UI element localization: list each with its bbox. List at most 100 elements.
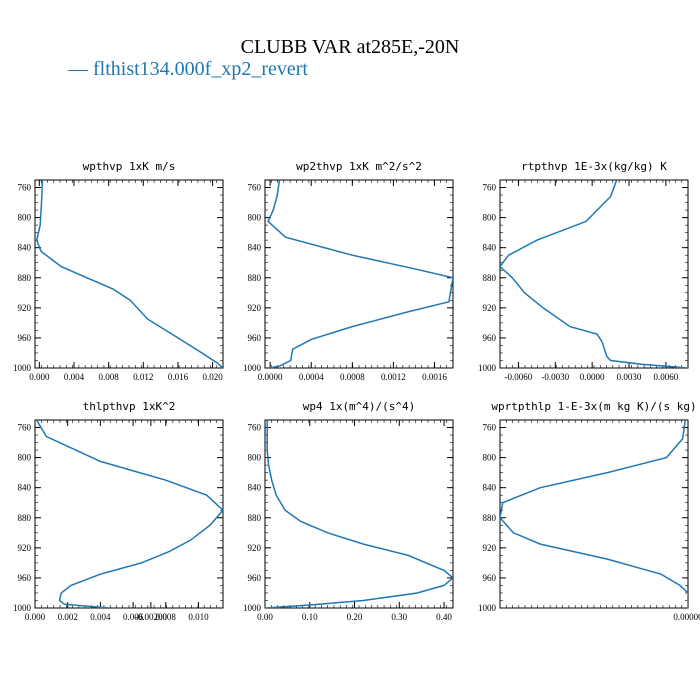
y-tick-label: 1000 bbox=[478, 363, 497, 373]
y-tick-label: 840 bbox=[248, 243, 262, 253]
x-tick-label: 0.000 bbox=[29, 372, 50, 382]
y-tick-label: 800 bbox=[18, 453, 32, 463]
y-tick-label: 880 bbox=[248, 513, 262, 523]
y-tick-label: 880 bbox=[18, 513, 32, 523]
subplot-4: thlpthvp 1xK^276080084088092096010000.00… bbox=[13, 400, 224, 622]
y-tick-label: 800 bbox=[248, 213, 262, 223]
plot-frame bbox=[264, 419, 454, 609]
subplot-1: wpthvp 1xK m/s76080084088092096010000.00… bbox=[13, 160, 224, 382]
x-tick-label: 0.006 bbox=[123, 612, 144, 622]
y-tick-label: 1000 bbox=[13, 363, 32, 373]
subplot-title: rtpthvp 1E-3x(kg/kg) K bbox=[521, 160, 667, 173]
y-tick-label: 920 bbox=[18, 303, 32, 313]
y-tick-label: 760 bbox=[18, 423, 32, 433]
y-tick-label: 1000 bbox=[243, 603, 262, 613]
y-tick-label: 880 bbox=[248, 273, 262, 283]
subplot-title: wprtpthlp 1-E-3x(m kg K)/(s kg) bbox=[491, 400, 696, 413]
legend-label: flthist134.000f_xp2_revert bbox=[93, 58, 308, 80]
x-tick-label: 0.0016 bbox=[422, 372, 447, 382]
series-line bbox=[35, 180, 223, 368]
y-tick-label: 960 bbox=[248, 333, 262, 343]
x-tick-label: 0.40 bbox=[436, 612, 452, 622]
subplot-title: wp4 1x(m^4)/(s^4) bbox=[303, 400, 416, 413]
plot-frame bbox=[499, 419, 689, 609]
x-tick-label: 0.00 bbox=[257, 612, 273, 622]
x-tick-label: 0.008 bbox=[156, 612, 177, 622]
subplot-5: wp4 1x(m^4)/(s^4)76080084088092096010000… bbox=[243, 400, 454, 622]
series-line bbox=[500, 180, 688, 368]
series-line bbox=[35, 420, 223, 608]
y-tick-label: 960 bbox=[18, 333, 32, 343]
y-tick-label: 760 bbox=[248, 423, 262, 433]
y-tick-label: 960 bbox=[483, 333, 497, 343]
x-tick-label: 0.0000 bbox=[580, 372, 605, 382]
y-tick-label: 920 bbox=[248, 543, 262, 553]
y-tick-label: 920 bbox=[483, 543, 497, 553]
series-line bbox=[267, 180, 453, 368]
series-line bbox=[500, 420, 688, 608]
subplot-title: wp2thvp 1xK m^2/s^2 bbox=[296, 160, 422, 173]
y-tick-label: 960 bbox=[248, 573, 262, 583]
plot-frame bbox=[34, 179, 224, 369]
y-tick-label: 840 bbox=[483, 483, 497, 493]
y-tick-label: 1000 bbox=[243, 363, 262, 373]
x-tick-label: 0.0008 bbox=[340, 372, 365, 382]
y-tick-label: 880 bbox=[483, 513, 497, 523]
subplot-title: wpthvp 1xK m/s bbox=[83, 160, 176, 173]
subplot-title: thlpthvp 1xK^2 bbox=[83, 400, 176, 413]
x-tick-label: 0.008 bbox=[99, 372, 120, 382]
x-tick-label: 0.012 bbox=[133, 372, 153, 382]
series-line bbox=[265, 420, 453, 608]
y-tick-label: 920 bbox=[483, 303, 497, 313]
x-tick-label: 0.020 bbox=[202, 372, 223, 382]
x-tick-label: 0.0000 bbox=[258, 372, 283, 382]
y-tick-label: 840 bbox=[483, 243, 497, 253]
x-tick-label: 0.0012 bbox=[381, 372, 406, 382]
plot-frame bbox=[499, 179, 689, 369]
y-tick-label: 1000 bbox=[478, 603, 497, 613]
y-tick-label: 920 bbox=[248, 303, 262, 313]
plot-frame bbox=[264, 179, 454, 369]
legend: — flthist134.000f_xp2_revert bbox=[68, 58, 308, 81]
x-tick-label: 0.004 bbox=[90, 612, 111, 622]
x-tick-label: 0.30 bbox=[391, 612, 407, 622]
y-tick-label: 840 bbox=[18, 243, 32, 253]
y-tick-label: 760 bbox=[483, 423, 497, 433]
figure-title: CLUBB VAR at285E,-20N bbox=[240, 36, 460, 58]
x-tick-label: 0.00000 bbox=[673, 612, 700, 622]
x-tick-label: 0.0030 bbox=[617, 372, 642, 382]
x-tick-label: 0.20 bbox=[347, 612, 363, 622]
y-tick-label: 800 bbox=[248, 453, 262, 463]
x-tick-label: 0.10 bbox=[302, 612, 318, 622]
y-tick-label: 800 bbox=[18, 213, 32, 223]
x-tick-label: 0.0004 bbox=[299, 372, 324, 382]
x-tick-label: 0.002 bbox=[58, 612, 78, 622]
y-tick-label: 840 bbox=[248, 483, 262, 493]
y-tick-label: 760 bbox=[248, 183, 262, 193]
y-tick-label: 760 bbox=[18, 183, 32, 193]
y-tick-label: 800 bbox=[483, 453, 497, 463]
x-tick-label: 0.004 bbox=[64, 372, 85, 382]
x-tick-label: -0.0030 bbox=[541, 372, 569, 382]
x-tick-label: -0.0060 bbox=[505, 372, 533, 382]
subplot-3: rtpthvp 1E-3x(kg/kg) K 760 800 840 880 920 960… bbox=[478, 160, 689, 382]
y-tick-label: 840 bbox=[18, 483, 32, 493]
y-tick-label: 960 bbox=[18, 573, 32, 583]
x-tick-label: -0.00200 bbox=[135, 612, 168, 622]
y-tick-label: 880 bbox=[483, 273, 497, 283]
y-tick-label: 800 bbox=[483, 213, 497, 223]
y-tick-label: 1000 bbox=[13, 603, 32, 613]
y-tick-label: 880 bbox=[18, 273, 32, 283]
x-tick-label: 0.016 bbox=[168, 372, 189, 382]
subplot-6: wprtpthlp 1-E-3x(m kg K)/(s kg) 760 800 840… bbox=[135, 400, 700, 622]
subplot-2: wp2thvp 1xK m^2/s^2 760 800 840 880 920 960 100… bbox=[243, 160, 454, 382]
y-tick-label: 760 bbox=[483, 183, 497, 193]
legend-marker: — bbox=[68, 58, 88, 80]
x-tick-label: 0.0060 bbox=[654, 372, 679, 382]
y-tick-label: 960 bbox=[483, 573, 497, 583]
plot-frame bbox=[34, 419, 224, 609]
y-tick-label: 920 bbox=[18, 543, 32, 553]
x-tick-label: 0.000 bbox=[25, 612, 46, 622]
